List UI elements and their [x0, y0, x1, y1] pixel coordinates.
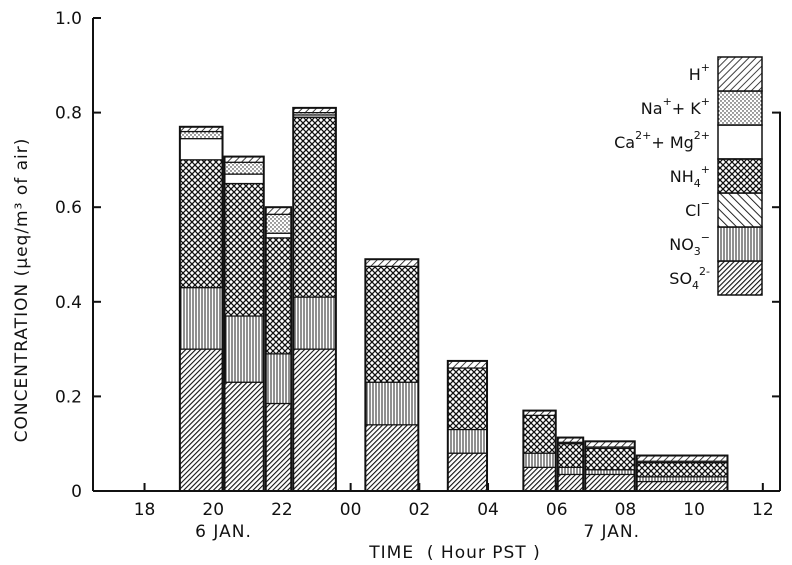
y-tick-label: 0.8 — [55, 104, 82, 124]
x-tick-label: 18 — [134, 500, 156, 520]
legend-label: H+ — [689, 61, 710, 84]
y-axis-title: CONCENTRATION (μeq/m³ of air) — [12, 138, 32, 443]
bar-segment — [364, 381, 419, 426]
bar-segment — [447, 360, 488, 369]
bar-segment — [265, 206, 292, 215]
bar-outline — [364, 258, 420, 493]
bar-stack — [364, 258, 420, 493]
bar-segment — [522, 466, 557, 492]
x-tick-label: 02 — [409, 500, 431, 520]
date-label-6-jan: 6 JAN. — [195, 522, 252, 542]
bar-segment — [584, 469, 636, 476]
bar-stack — [223, 155, 265, 493]
x-tick-label: 12 — [752, 500, 774, 520]
legend-swatch — [717, 226, 763, 262]
legend-swatch — [717, 56, 763, 92]
y-tick-label: 1.0 — [55, 9, 82, 29]
bar-outline — [556, 436, 585, 492]
y-tick-label: 0 — [71, 482, 82, 502]
bar-outline — [584, 440, 636, 492]
bar-segment — [557, 466, 584, 476]
bar-segment — [522, 414, 557, 454]
bar-segment — [447, 367, 488, 431]
bar-stack — [292, 106, 337, 493]
x-tick-label: 00 — [340, 500, 362, 520]
bar-segment — [223, 182, 265, 317]
bar-stack — [522, 409, 557, 492]
legend-swatch — [717, 90, 763, 126]
bar-segment — [265, 237, 292, 355]
legend: SO42- NO3− Cl− NH4+ Ca2++ Mg2+ Na++ K+ H+ — [614, 56, 763, 296]
bar-segment — [557, 473, 584, 492]
bar-stack — [635, 454, 729, 492]
bar-segment — [223, 315, 265, 383]
y-tick-label: 0.2 — [55, 387, 82, 407]
x-tick-label: 06 — [546, 500, 568, 520]
bar-outline — [446, 359, 489, 492]
bar-segment — [447, 428, 488, 454]
bar-segment — [265, 213, 292, 234]
y-tick-label: 0.6 — [55, 198, 82, 218]
bar-outline — [292, 106, 337, 493]
legend-label: Cl− — [685, 197, 710, 220]
date-label-7-jan: 7 JAN. — [583, 522, 640, 542]
x-tick-label: 08 — [615, 500, 637, 520]
legend-swatch — [717, 124, 763, 160]
bar-segment — [584, 447, 636, 471]
bar-segment — [292, 116, 337, 298]
bar-segment — [364, 258, 419, 267]
bar-stack — [584, 440, 636, 492]
ticks: 0 0.2 0.4 0.6 0.8 1.0 18 20 22 00 02 04 06 08 10 12 — [55, 9, 780, 520]
bar-segment — [292, 348, 337, 492]
bar-segment — [584, 473, 636, 492]
bar-segment — [265, 232, 292, 239]
legend-label: SO42- — [669, 265, 710, 292]
bar-segment — [179, 348, 224, 492]
legend-label: Na++ K+ — [641, 95, 710, 118]
x-tick-label: 10 — [683, 500, 705, 520]
bar-segment — [364, 424, 419, 492]
bar-segment — [265, 353, 292, 405]
bar-segment — [223, 381, 265, 492]
legend-label: Ca2++ Mg2+ — [614, 129, 710, 152]
legend-label: NO3− — [669, 231, 710, 258]
bars — [178, 106, 729, 493]
legend-swatch — [717, 158, 763, 194]
bar-segment — [223, 173, 265, 185]
bar-outline — [223, 155, 265, 493]
bar-stack — [178, 125, 224, 492]
legend-label: NH4+ — [670, 163, 710, 190]
bar-segment — [447, 452, 488, 492]
bar-segment — [636, 476, 729, 483]
bar-segment — [636, 480, 729, 492]
x-tick-label: 20 — [202, 500, 224, 520]
bar-outline — [635, 454, 729, 492]
bar-segment — [179, 159, 224, 289]
bar-stack — [264, 206, 293, 492]
x-tick-label: 04 — [477, 500, 499, 520]
bar-segment — [179, 130, 224, 140]
legend-swatch — [717, 192, 763, 228]
bar-segment — [179, 287, 224, 350]
bar-stack — [446, 359, 489, 492]
bar-segment — [265, 402, 292, 492]
bar-outline — [264, 206, 293, 492]
bar-outline — [522, 409, 557, 492]
y-tick-label: 0.4 — [55, 293, 82, 313]
bar-outline — [178, 125, 224, 492]
bar-stack — [556, 436, 585, 492]
x-tick-label: 22 — [271, 500, 293, 520]
bar-segment — [179, 138, 224, 161]
bar-segment — [223, 161, 265, 175]
legend-swatch — [717, 260, 763, 296]
bar-segment — [636, 462, 729, 478]
bar-segment — [364, 265, 419, 383]
x-axis-title: TIME ( Hour PST ) — [368, 543, 540, 563]
bar-segment — [557, 443, 584, 468]
bar-segment — [292, 296, 337, 350]
bar-segment — [522, 452, 557, 468]
